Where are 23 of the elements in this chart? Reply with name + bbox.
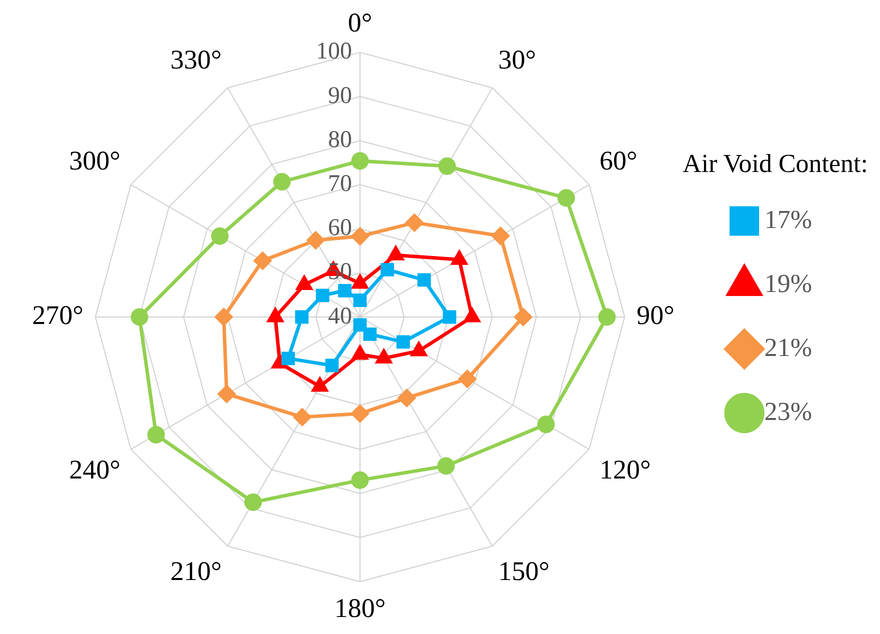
spoke-label: 60° — [600, 146, 638, 176]
legend-title: Air Void Content: — [682, 148, 868, 178]
y-tick-label: 90 — [328, 82, 352, 109]
legend-label: 23% — [764, 396, 812, 426]
spoke-label: 30° — [498, 44, 536, 74]
spoke-label: 210° — [170, 556, 222, 586]
spoke-label: 180° — [334, 592, 386, 623]
spoke-label: 0° — [348, 7, 372, 38]
y-tick-label: 70 — [328, 170, 352, 197]
spoke-label: 300° — [69, 146, 120, 176]
spoke-label: 270° — [32, 300, 84, 330]
spoke-label: 330° — [170, 44, 222, 74]
legend-label: 19% — [764, 268, 812, 298]
y-tick-label: 40 — [328, 303, 352, 330]
legend-label: 17% — [764, 204, 812, 234]
y-tick-label: 80 — [328, 126, 352, 153]
spoke-label: 150° — [498, 556, 550, 586]
spoke-label: 90° — [636, 300, 674, 330]
y-tick-label: 100 — [316, 38, 352, 65]
spoke-label: 120° — [600, 454, 651, 485]
y-tick-label: 60 — [328, 215, 352, 242]
legend-label: 21% — [764, 332, 812, 362]
spoke-label: 240° — [69, 454, 120, 485]
